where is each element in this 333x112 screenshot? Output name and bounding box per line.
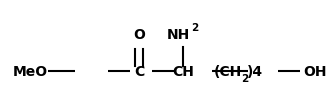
Text: )4: )4 [247, 64, 263, 78]
Text: MeO: MeO [12, 64, 48, 78]
Text: NH: NH [166, 28, 189, 42]
Text: O: O [133, 28, 145, 42]
Text: C: C [134, 64, 144, 78]
Text: 2: 2 [241, 73, 249, 83]
Text: CH: CH [172, 64, 194, 78]
Text: 2: 2 [191, 23, 198, 33]
Text: OH: OH [303, 64, 327, 78]
Text: (CH: (CH [214, 64, 242, 78]
